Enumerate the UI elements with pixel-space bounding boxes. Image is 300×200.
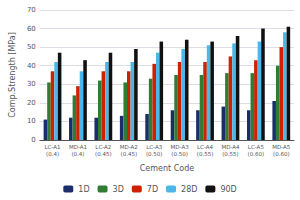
svg-text:40: 40 xyxy=(27,62,36,70)
svg-text:3D: 3D xyxy=(113,185,124,194)
svg-text:(0.55): (0.55) xyxy=(222,151,239,157)
svg-text:MD-A5: MD-A5 xyxy=(272,144,291,150)
svg-text:(0.45): (0.45) xyxy=(121,151,138,157)
svg-text:28D: 28D xyxy=(181,185,197,194)
svg-text:60: 60 xyxy=(27,25,36,33)
svg-text:MD-A2: MD-A2 xyxy=(120,144,138,150)
svg-text:LC-A1: LC-A1 xyxy=(45,144,61,150)
svg-text:LC-A5: LC-A5 xyxy=(248,144,265,150)
svg-text:20: 20 xyxy=(27,99,36,107)
svg-text:90D: 90D xyxy=(220,185,236,194)
svg-text:(0.60): (0.60) xyxy=(273,151,290,157)
svg-text:MD-A3: MD-A3 xyxy=(171,144,190,150)
svg-text:LC-A4: LC-A4 xyxy=(197,144,214,150)
svg-text:(0.50): (0.50) xyxy=(171,151,188,157)
svg-text:MD-A1: MD-A1 xyxy=(69,144,87,150)
svg-text:(0.50): (0.50) xyxy=(146,151,163,157)
svg-text:LC-A3: LC-A3 xyxy=(146,144,163,150)
svg-text:1D: 1D xyxy=(78,185,89,194)
svg-text:(0.4): (0.4) xyxy=(46,151,59,157)
svg-text:7D: 7D xyxy=(147,185,158,194)
svg-text:10: 10 xyxy=(27,117,36,125)
svg-text:LC-A2: LC-A2 xyxy=(95,144,111,150)
svg-text:30: 30 xyxy=(27,80,36,88)
svg-text:(0.45): (0.45) xyxy=(95,151,112,157)
svg-text:0: 0 xyxy=(31,136,35,144)
svg-text:(0.60): (0.60) xyxy=(248,151,265,157)
svg-text:50: 50 xyxy=(27,43,36,51)
svg-text:Cement Code: Cement Code xyxy=(140,164,195,173)
svg-text:MD-A4: MD-A4 xyxy=(221,144,240,150)
svg-text:(0.55): (0.55) xyxy=(197,151,214,157)
svg-text:Comp.Strength [MPa]: Comp.Strength [MPa] xyxy=(8,32,17,118)
svg-text:70: 70 xyxy=(27,6,36,14)
svg-text:(0.4): (0.4) xyxy=(71,151,84,157)
